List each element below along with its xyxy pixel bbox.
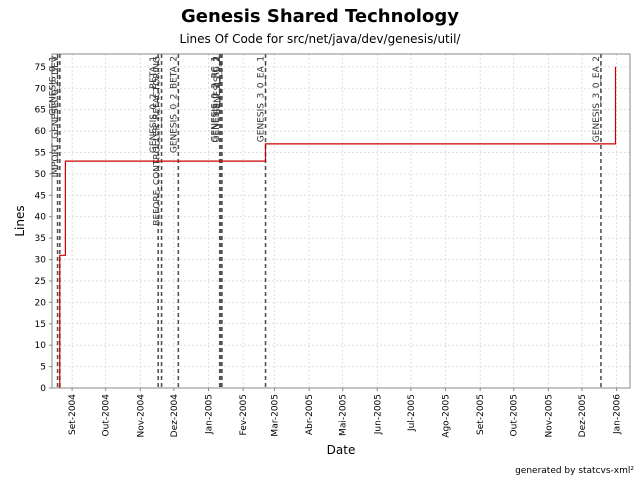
y-tick-label: 5 — [40, 363, 46, 373]
chart-title: Genesis Shared Technology — [181, 6, 459, 27]
x-tick-label: Set-2005 — [476, 394, 486, 435]
y-tick-label: 75 — [35, 63, 46, 73]
tag-label: BEFORE_CONTROLLER_REFACTORING — [153, 56, 163, 226]
y-tick-label: 10 — [35, 341, 47, 351]
generator-credit: generated by statcvs-xml² — [515, 466, 634, 476]
tag-label: GENESIS_3_0_EA_2 — [592, 56, 602, 142]
x-tick-label: Mai-2005 — [339, 394, 349, 436]
x-axis-title: Date — [327, 443, 356, 457]
y-tick-label: 30 — [35, 256, 47, 266]
y-tick-label: 0 — [40, 384, 46, 394]
x-tick-label: Nov-2005 — [544, 394, 554, 437]
y-tick-label: 40 — [35, 213, 47, 223]
x-tick-label: Out-2004 — [102, 394, 112, 437]
x-tick-label: Jan-2005 — [205, 394, 215, 435]
x-tick-label: Dez-2004 — [170, 394, 180, 438]
plot-area — [52, 54, 630, 388]
x-tick-label: Fev-2005 — [239, 394, 249, 435]
y-tick-label: 20 — [35, 298, 47, 308]
y-tick-label: 60 — [35, 127, 47, 137]
y-tick-label: 50 — [35, 170, 47, 180]
y-axis-title: Lines — [13, 205, 27, 236]
y-tick-label: 45 — [35, 191, 46, 201]
tag-label: GENESIS_0_2_RC_2 — [212, 56, 222, 142]
x-tick-label: Mar-2005 — [270, 394, 280, 437]
x-tick-label: Jul-2005 — [407, 394, 417, 432]
x-tick-label: Out-2005 — [510, 394, 520, 436]
tag-label: GENESIS_0_2 — [213, 56, 223, 116]
x-tick-label: Dez-2005 — [578, 394, 588, 437]
y-tick-label: 70 — [35, 84, 47, 94]
chart-subtitle: Lines Of Code for src/net/java/dev/genes… — [179, 32, 461, 46]
x-tick-label: Ago-2005 — [442, 394, 452, 438]
series-line — [59, 66, 617, 388]
tag-label: GENESIS_0_2_BETA_2 — [169, 56, 179, 153]
plot-border — [51, 53, 631, 389]
x-tick-label: Set-2004 — [68, 394, 78, 435]
tag-label: GENESIS_0_2_BETA_1 — [149, 56, 159, 153]
tag-label: GENESIS_0_1 — [49, 56, 59, 116]
x-tick-label: Jan-2006 — [613, 394, 623, 435]
y-tick-label: 25 — [35, 277, 46, 287]
x-tick-label: Abr-2005 — [305, 394, 315, 435]
tag-label: GENESIS_3_0_EA_1 — [257, 56, 267, 142]
x-tick-label: Jun-2005 — [373, 394, 383, 435]
x-tick-label: Nov-2004 — [136, 394, 146, 438]
y-tick-label: 65 — [35, 106, 46, 116]
tag-label: IMPORT_GENESIS_0_2_DEV — [51, 55, 61, 177]
tag-label: GENESIS_0_2_RC_1 — [211, 56, 221, 142]
y-tick-label: 15 — [35, 320, 46, 330]
y-tick-label: 55 — [35, 148, 46, 158]
y-tick-label: 35 — [35, 234, 46, 244]
